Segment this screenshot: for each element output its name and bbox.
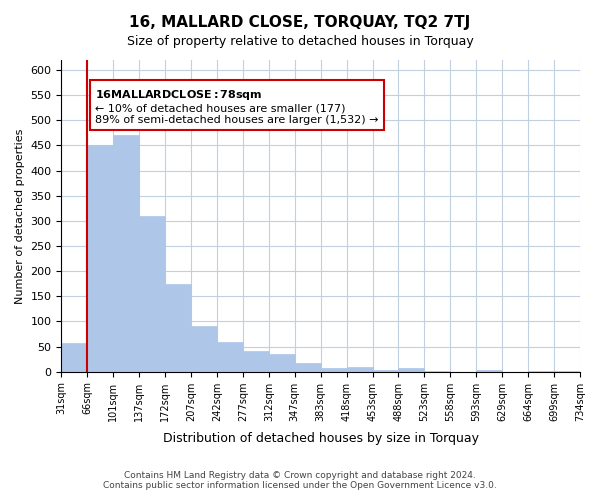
Bar	[217, 342, 243, 372]
Text: 16, MALLARD CLOSE, TORQUAY, TQ2 7TJ: 16, MALLARD CLOSE, TORQUAY, TQ2 7TJ	[130, 15, 470, 30]
Bar	[424, 371, 451, 372]
Bar	[528, 370, 554, 372]
Bar	[88, 146, 113, 372]
Bar	[398, 368, 424, 372]
Bar	[113, 136, 139, 372]
Text: Contains HM Land Registry data © Crown copyright and database right 2024.
Contai: Contains HM Land Registry data © Crown c…	[103, 470, 497, 490]
Text: Size of property relative to detached houses in Torquay: Size of property relative to detached ho…	[127, 35, 473, 48]
X-axis label: Distribution of detached houses by size in Torquay: Distribution of detached houses by size …	[163, 432, 479, 445]
Bar	[373, 370, 398, 372]
Bar	[243, 350, 269, 372]
Bar	[139, 216, 165, 372]
Bar	[321, 368, 347, 372]
Bar	[476, 370, 502, 372]
Text: $\bf{16 MALLARD CLOSE: 78sqm}$
← 10% of detached houses are smaller (177)
89% of: $\bf{16 MALLARD CLOSE: 78sqm}$ ← 10% of …	[95, 88, 379, 125]
Bar	[295, 363, 321, 372]
Bar	[165, 284, 191, 372]
Bar	[191, 326, 217, 372]
Bar	[269, 354, 295, 372]
Bar	[61, 343, 88, 372]
Bar	[347, 366, 373, 372]
Bar	[554, 370, 580, 372]
Y-axis label: Number of detached properties: Number of detached properties	[15, 128, 25, 304]
